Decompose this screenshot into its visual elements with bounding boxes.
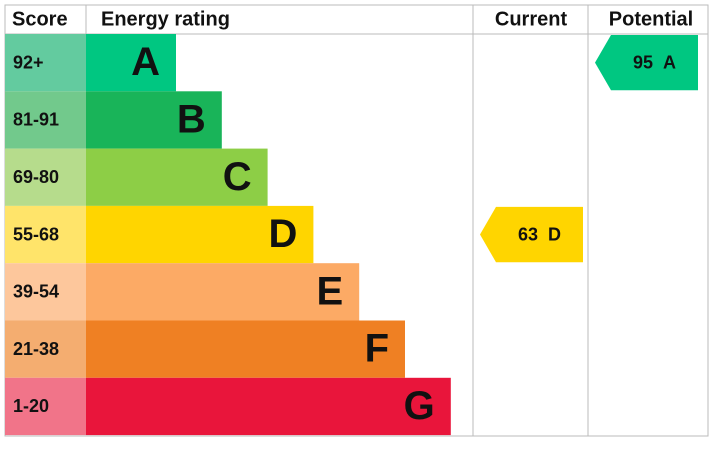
current-letter: D [548,224,561,244]
potential-letter: A [663,52,676,72]
score-cell [5,205,86,264]
band-letter: B [177,98,206,142]
score-label: 1-20 [13,396,49,416]
rating-bar [86,320,405,378]
current-value: 63 [518,224,538,244]
score-cell [5,91,86,149]
potential-value: 95 [633,52,653,72]
potential-header: Potential [609,8,693,30]
score-label: 55-68 [13,224,59,244]
score-header: Score [12,8,68,30]
rating-bar [86,148,268,206]
band-letter: F [365,327,389,371]
band-letter: G [404,384,435,428]
score-label: 69-80 [13,167,59,187]
score-label: 92+ [13,52,44,72]
rating-bar [86,34,176,92]
rating-bar [86,205,314,264]
score-cell [5,320,86,378]
score-cell [5,263,86,321]
band-letter: C [223,155,252,199]
band-letter: D [269,212,298,256]
rating-header: Energy rating [101,8,230,30]
potential-label: 95 A [633,52,676,72]
rating-bar [86,91,222,149]
current-header: Current [495,8,568,30]
score-label: 39-54 [13,282,59,302]
score-label: 21-38 [13,339,59,359]
rating-bar [86,377,451,436]
score-cell [5,148,86,206]
rating-bar [86,263,360,321]
current-pointer [480,206,583,263]
potential-pointer [595,35,698,91]
current-label: 63 D [518,224,561,244]
band-letter: E [317,269,344,313]
score-label: 81-91 [13,110,59,130]
score-cell [5,377,86,436]
score-cell [5,34,86,92]
band-letter: A [131,40,160,84]
